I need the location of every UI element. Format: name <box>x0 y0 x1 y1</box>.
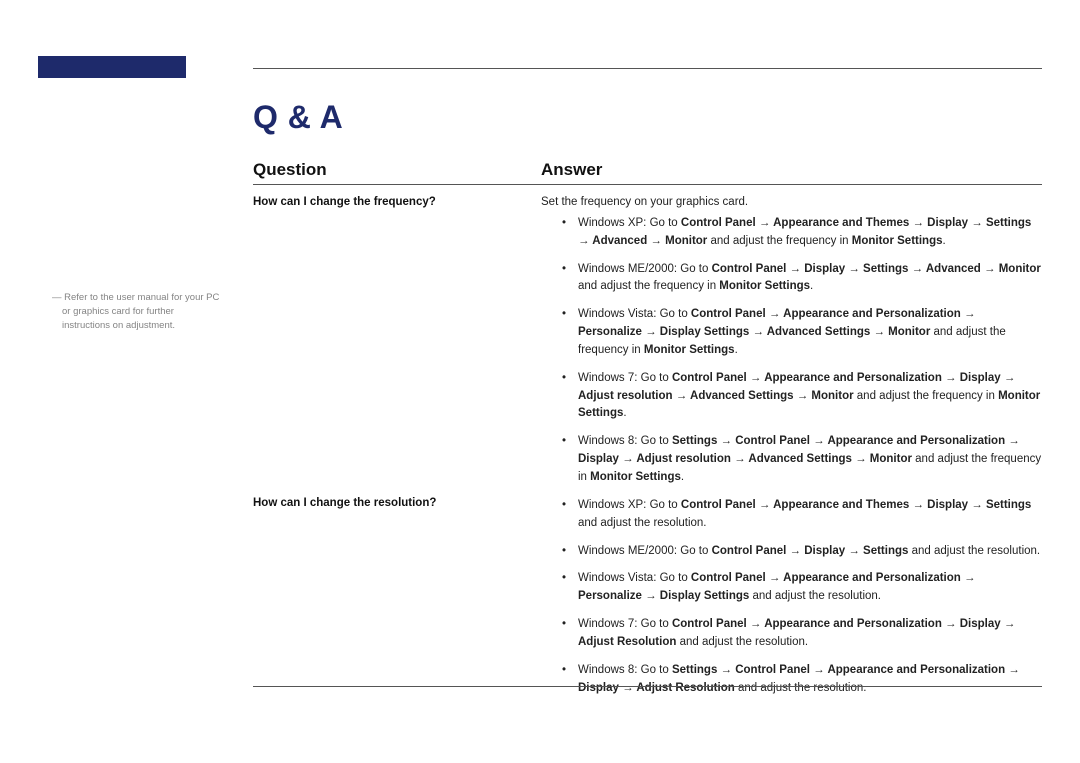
list-item: Windows 7: Go to Control Panel → Appeara… <box>562 616 1042 652</box>
rule-top <box>253 68 1042 69</box>
answer-list-frequency: Windows XP: Go to Control Panel → Appear… <box>562 215 1042 497</box>
list-item: Windows Vista: Go to Control Panel → App… <box>562 306 1042 359</box>
answer-list-resolution: Windows XP: Go to Control Panel → Appear… <box>562 497 1042 707</box>
list-item: Windows 8: Go to Settings → Control Pane… <box>562 662 1042 698</box>
list-item: Windows 7: Go to Control Panel → Appeara… <box>562 370 1042 423</box>
question-resolution: How can I change the resolution? <box>253 497 436 509</box>
question-frequency: How can I change the frequency? <box>253 196 436 208</box>
list-item: Windows XP: Go to Control Panel → Appear… <box>562 497 1042 533</box>
page: ― Refer to the user manual for your PC o… <box>0 0 1080 763</box>
rule-header <box>253 184 1042 185</box>
list-item: Windows Vista: Go to Control Panel → App… <box>562 570 1042 606</box>
rule-bottom <box>253 686 1042 687</box>
chapter-tab-marker <box>38 56 186 78</box>
list-item: Windows ME/2000: Go to Control Panel → D… <box>562 543 1042 561</box>
list-item: Windows ME/2000: Go to Control Panel → D… <box>562 261 1042 297</box>
list-item: Windows 8: Go to Settings → Control Pane… <box>562 433 1042 486</box>
column-header-question: Question <box>253 160 327 180</box>
footnote-text: ― Refer to the user manual for your PC o… <box>52 291 220 332</box>
page-title: Q & A <box>253 99 343 136</box>
answer-intro-frequency: Set the frequency on your graphics card. <box>541 196 748 208</box>
column-header-answer: Answer <box>541 160 602 180</box>
list-item: Windows XP: Go to Control Panel → Appear… <box>562 215 1042 251</box>
